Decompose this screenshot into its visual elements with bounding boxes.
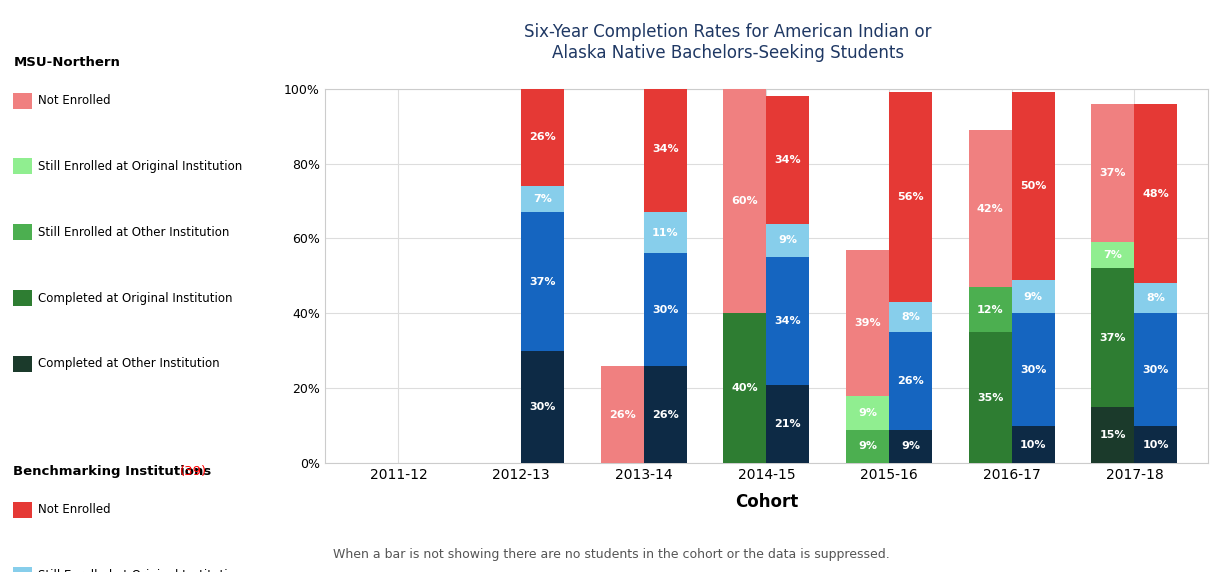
Text: 26%: 26% <box>530 132 556 142</box>
Bar <box>13 158 32 174</box>
Bar <box>889 332 932 430</box>
Text: 48%: 48% <box>1142 189 1169 198</box>
Bar <box>767 384 810 463</box>
Text: 50%: 50% <box>1020 181 1047 191</box>
Text: 26%: 26% <box>652 410 679 420</box>
Bar <box>521 186 564 212</box>
Text: 9%: 9% <box>901 442 920 451</box>
Text: 35%: 35% <box>977 393 1003 403</box>
Text: 9%: 9% <box>859 442 877 451</box>
Bar <box>969 332 1011 463</box>
Bar <box>13 290 32 306</box>
Bar <box>13 93 32 109</box>
Bar <box>521 89 564 186</box>
Text: Completed at Other Institution: Completed at Other Institution <box>38 358 219 370</box>
Text: 56%: 56% <box>898 192 923 202</box>
Bar <box>889 302 932 332</box>
Text: 30%: 30% <box>1020 364 1047 375</box>
Bar <box>1011 426 1054 463</box>
Bar <box>889 430 932 463</box>
Text: 7%: 7% <box>1103 251 1123 260</box>
Text: When a bar is not showing there are no students in the cohort or the data is sup: When a bar is not showing there are no s… <box>333 547 890 561</box>
Text: 34%: 34% <box>774 316 801 326</box>
Text: 26%: 26% <box>609 410 636 420</box>
Bar <box>1135 104 1178 284</box>
Bar <box>1011 93 1054 280</box>
Text: 37%: 37% <box>1099 168 1126 178</box>
Text: 7%: 7% <box>533 194 552 204</box>
Text: 15%: 15% <box>1099 430 1126 440</box>
Text: Still Enrolled at Original Institution: Still Enrolled at Original Institution <box>38 160 242 173</box>
Bar <box>724 89 767 313</box>
Bar <box>13 567 32 572</box>
Text: 26%: 26% <box>898 376 923 386</box>
Text: 34%: 34% <box>652 144 679 153</box>
Bar <box>521 351 564 463</box>
Text: 37%: 37% <box>1099 333 1126 343</box>
Text: Still Enrolled at Other Institution: Still Enrolled at Other Institution <box>38 226 229 239</box>
Text: 42%: 42% <box>977 204 1004 213</box>
Text: 8%: 8% <box>1146 293 1166 303</box>
Text: 60%: 60% <box>731 196 758 206</box>
Text: 10%: 10% <box>1020 439 1047 450</box>
Bar <box>643 85 686 212</box>
Text: 34%: 34% <box>774 155 801 165</box>
Bar <box>13 224 32 240</box>
Bar <box>767 257 810 384</box>
Text: MSU-Northern: MSU-Northern <box>13 55 120 69</box>
Text: 8%: 8% <box>901 312 920 322</box>
Text: Benchmarking Institutions: Benchmarking Institutions <box>13 464 212 478</box>
Bar <box>1011 313 1054 426</box>
Bar <box>846 396 889 430</box>
X-axis label: Cohort: Cohort <box>735 493 799 511</box>
Bar <box>643 366 686 463</box>
Text: 12%: 12% <box>977 305 1004 315</box>
Bar <box>1135 284 1178 313</box>
Text: 9%: 9% <box>1024 292 1043 301</box>
Bar <box>1091 104 1135 242</box>
Text: 10%: 10% <box>1142 439 1169 450</box>
Bar <box>846 250 889 396</box>
Text: 30%: 30% <box>652 305 679 315</box>
Text: 39%: 39% <box>855 318 881 328</box>
Bar <box>846 430 889 463</box>
Bar <box>1135 426 1178 463</box>
Text: Six-Year Completion Rates for American Indian or
Alaska Native Bachelors-Seeking: Six-Year Completion Rates for American I… <box>523 23 932 62</box>
Bar <box>1091 242 1135 268</box>
Bar <box>643 212 686 253</box>
Text: Not Enrolled: Not Enrolled <box>38 94 110 107</box>
Text: 40%: 40% <box>731 383 758 394</box>
Text: Still Enrolled at Original Institution: Still Enrolled at Original Institution <box>38 569 242 572</box>
Bar <box>767 96 810 224</box>
Text: (39): (39) <box>180 464 208 478</box>
Text: 37%: 37% <box>530 277 555 287</box>
Text: Completed at Original Institution: Completed at Original Institution <box>38 292 232 304</box>
Bar <box>13 502 32 518</box>
Text: 11%: 11% <box>652 228 679 238</box>
Bar <box>1135 313 1178 426</box>
Bar <box>1091 268 1135 407</box>
Bar <box>643 253 686 366</box>
Bar <box>969 130 1011 287</box>
Bar <box>1091 407 1135 463</box>
Text: Not Enrolled: Not Enrolled <box>38 503 110 516</box>
Bar <box>600 366 643 463</box>
Bar <box>724 313 767 463</box>
Text: 30%: 30% <box>1142 364 1169 375</box>
Bar <box>767 224 810 257</box>
Bar <box>889 93 932 302</box>
Bar <box>1011 280 1054 313</box>
Text: 30%: 30% <box>530 402 555 412</box>
Text: 9%: 9% <box>778 235 797 245</box>
Bar <box>969 287 1011 332</box>
Text: 21%: 21% <box>774 419 801 429</box>
Bar <box>521 212 564 351</box>
Bar <box>13 356 32 372</box>
Text: 9%: 9% <box>859 408 877 418</box>
